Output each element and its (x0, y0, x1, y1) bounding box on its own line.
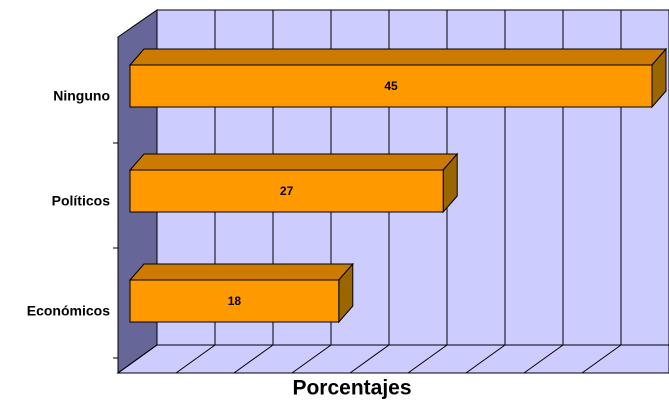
floor-grid-line (117, 344, 158, 374)
floor-grid-line (291, 344, 332, 374)
bar-top (128, 263, 354, 281)
floor-grid-line (465, 344, 506, 374)
floor-grid-line (407, 344, 448, 374)
y-tick-label: Ninguno (53, 88, 110, 104)
bar (129, 169, 444, 213)
bar-top (128, 48, 668, 66)
bar-top (128, 153, 459, 171)
bar (129, 64, 653, 108)
data-label: 18 (228, 294, 242, 308)
data-label: 27 (280, 184, 294, 198)
floor-grid-line (523, 344, 564, 374)
x-axis-title: Porcentajes (292, 377, 411, 400)
y-tick-label: Económicos (27, 303, 110, 319)
floor (116, 344, 669, 374)
floor-grid-line (175, 344, 216, 374)
floor-grid-line (233, 344, 274, 374)
bar (129, 279, 340, 323)
floor-grid-line (349, 344, 390, 374)
y-tick-label: Políticos (52, 193, 111, 209)
floor-grid-line (581, 344, 622, 374)
data-label: 45 (384, 79, 398, 93)
